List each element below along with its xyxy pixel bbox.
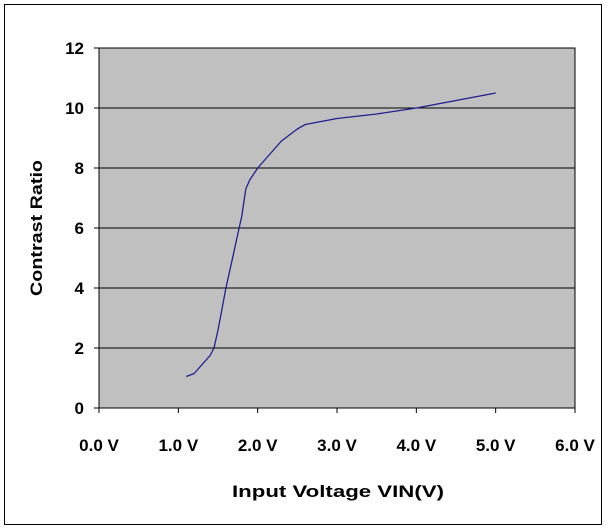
- y-tick-label: 0: [75, 399, 84, 418]
- x-tick-label: 3.0 V: [317, 436, 357, 455]
- x-tick-label: 4.0 V: [396, 436, 436, 455]
- y-tick-label: 2: [75, 339, 84, 358]
- y-tick-label: 8: [75, 159, 84, 178]
- y-tick-label: 4: [75, 279, 85, 298]
- y-axis-ticks: 0 2 4 6 8 10 12: [65, 39, 99, 418]
- x-tick-label: 1.0 V: [158, 436, 198, 455]
- x-tick-label: 6.0 V: [555, 436, 595, 455]
- gridlines: [99, 107, 575, 349]
- y-axis-title: Contrast Ratio: [27, 160, 46, 296]
- y-tick-label: 6: [75, 219, 84, 238]
- y-tick-label: 12: [65, 39, 84, 58]
- x-tick-label: 0.0 V: [79, 436, 119, 455]
- series-group: [186, 92, 496, 378]
- y-tick-label: 10: [65, 99, 84, 118]
- x-axis-ticks: 0.0 V 1.0 V 2.0 V 3.0 V 4.0 V 5.0 V 6.0 V: [79, 408, 596, 455]
- series-line-0: [186, 92, 496, 378]
- x-axis-title: Input Voltage VIN(V): [232, 482, 444, 501]
- x-tick-label: 5.0 V: [476, 436, 516, 455]
- x-tick-label: 2.0 V: [238, 436, 278, 455]
